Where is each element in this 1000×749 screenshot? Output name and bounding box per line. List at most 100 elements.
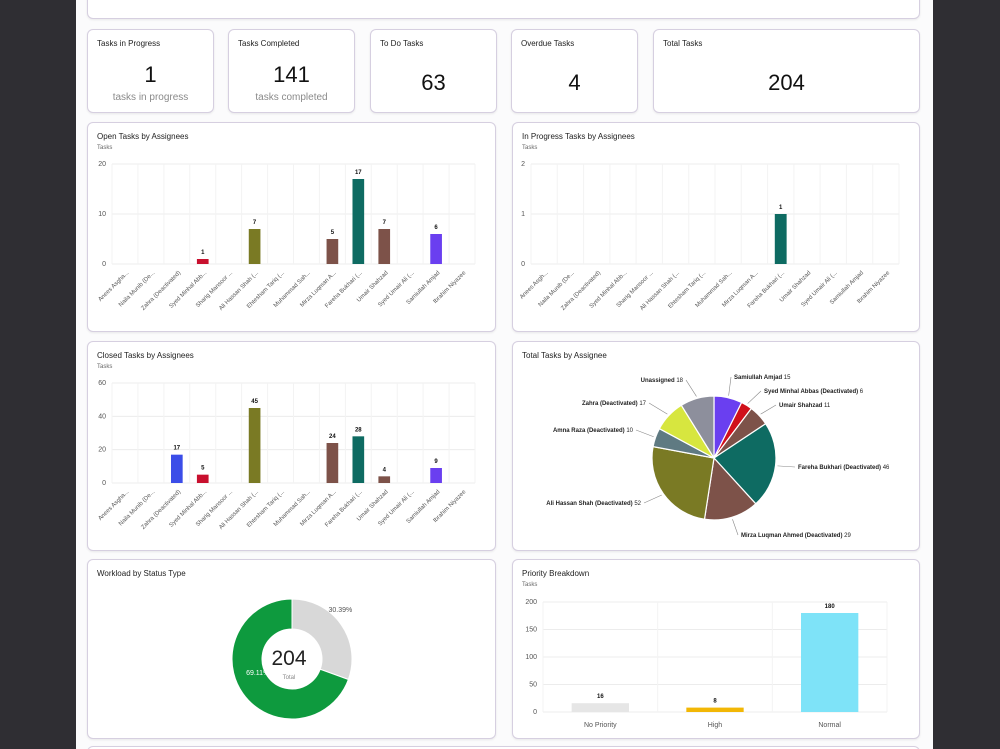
y-tick-label: 0 [102, 480, 106, 487]
bar[interactable] [326, 239, 339, 264]
donut-percent-label: 30.39% [329, 607, 353, 614]
stat-card-completed[interactable]: Tasks Completed 141 tasks completed [228, 29, 355, 113]
stat-card-to-do[interactable]: To Do Tasks 63 [370, 29, 497, 113]
bar-value-label: 45 [251, 399, 258, 405]
y-tick-label: 0 [533, 709, 537, 716]
bar-value-label: 7 [383, 220, 387, 226]
bar-value-label: 6 [434, 225, 438, 231]
y-tick-label: 2 [521, 161, 525, 168]
bar[interactable] [248, 408, 261, 483]
pie-leader-line [643, 494, 662, 504]
bar[interactable] [248, 229, 261, 264]
pie-label: Fareha Bukhari (Deactivated) 46 [798, 465, 890, 471]
bar[interactable] [326, 443, 339, 483]
bar[interactable] [774, 214, 787, 264]
stat-title: Overdue Tasks [521, 39, 575, 48]
pie-leader-line [747, 390, 762, 404]
pie-label-name: Amna Raza (Deactivated) [553, 428, 625, 434]
pie-slice[interactable] [703, 456, 757, 521]
chart-title: Total Tasks by Assignee [522, 351, 607, 360]
bar[interactable] [686, 707, 744, 712]
stat-title: Tasks in Progress [97, 39, 161, 48]
bar-value-label: 1 [201, 250, 205, 256]
y-axis-label: Tasks [97, 364, 113, 370]
bar[interactable] [196, 259, 209, 264]
bar-value-label: 17 [355, 170, 362, 176]
chart-title: Closed Tasks by Assignees [97, 351, 194, 360]
pie-leader-line [732, 519, 739, 536]
bar-value-label: 180 [825, 604, 836, 610]
pie-label: Ali Hassan Shah (Deactivated) 52 [546, 501, 641, 507]
priority-bar-chart: 0 50 100 150 200 16 No Priority 8 High 180 Normal [525, 599, 888, 729]
bar[interactable] [352, 179, 365, 264]
pie-leader-line [648, 402, 668, 415]
priority-card: Priority Breakdown Tasks 0 50 100 150 200 16 N… [512, 559, 920, 739]
bar[interactable] [430, 234, 442, 264]
pie-leader-line [777, 465, 796, 468]
pie-slice[interactable] [713, 422, 777, 505]
donut-segment[interactable] [231, 598, 350, 720]
bar[interactable] [430, 468, 442, 483]
chart-title: Priority Breakdown [522, 569, 590, 578]
pie-label-name: Zahra (Deactivated) [582, 401, 638, 407]
bar[interactable] [571, 703, 629, 712]
y-tick-label: 50 [529, 682, 537, 689]
workload-donut-chart: 30.39% 69.11%204 Total [231, 598, 353, 720]
x-tick-label: No Priority [584, 722, 617, 729]
bar-value-label: 28 [355, 427, 362, 433]
stat-card-overdue[interactable]: Overdue Tasks 4 [511, 29, 638, 113]
closed-tasks-card: Closed Tasks by Assignees Tasks 0 20 40 60 A… [87, 341, 496, 551]
pie-label: Mirza Luqman Ahmed (Deactivated) 29 [741, 533, 851, 539]
stat-subtitle: tasks completed [255, 92, 328, 103]
bar-value-label: 1 [779, 205, 783, 211]
stat-title: To Do Tasks [380, 39, 424, 48]
stat-card-in-progress[interactable]: Tasks in Progress 1 tasks in progress [87, 29, 214, 113]
pie-label-value: 6 [858, 389, 864, 395]
stat-card-total[interactable]: Total Tasks 204 [653, 29, 920, 113]
chart-title: In Progress Tasks by Assignees [522, 132, 635, 141]
stat-subtitle: tasks in progress [112, 92, 189, 103]
bar[interactable] [170, 454, 183, 483]
bar-value-label: 5 [201, 466, 205, 472]
bar-value-label: 17 [173, 446, 180, 452]
y-axis-label: Tasks [522, 145, 538, 151]
pie-label: Zahra (Deactivated) 17 [582, 401, 647, 407]
stat-value: 204 [768, 70, 805, 95]
pie-leader-line [728, 376, 732, 396]
bar[interactable] [378, 476, 391, 483]
donut-center-label: Total [283, 675, 296, 681]
y-tick-label: 0 [521, 261, 525, 268]
bar-value-label: 9 [434, 459, 438, 465]
bar[interactable] [378, 229, 391, 264]
pie-label: Umair Shahzad 11 [779, 403, 831, 409]
bar[interactable] [352, 436, 365, 483]
stat-value: 4 [568, 70, 581, 95]
y-tick-label: 150 [525, 627, 537, 634]
pie-leader-line [760, 404, 777, 415]
pie-label-name: Ali Hassan Shah (Deactivated) [546, 501, 632, 507]
assignee-pie-chart: Samiullah Amjad 15 Syed Minhal Abbas (Dea… [546, 375, 890, 539]
pie-label-name: Umair Shahzad [779, 403, 823, 409]
total-by-assignee-card: Total Tasks by Assignee Samiullah Amjad … [512, 341, 920, 551]
stat-value: 141 [273, 62, 310, 87]
bar[interactable] [196, 474, 209, 483]
pie-label-value: 18 [675, 378, 684, 384]
pie-label-name: Unassigned [641, 378, 675, 384]
pie-slice[interactable] [680, 395, 715, 461]
pie-label-name: Samiullah Amjad [734, 375, 782, 381]
pie-leader-line [685, 379, 697, 397]
pie-label: Syed Minhal Abbas (Deactivated) 6 [764, 389, 864, 395]
pie-label-value: 15 [782, 375, 791, 381]
pie-leader-line [635, 429, 654, 438]
bar-value-label: 24 [329, 434, 336, 440]
pie-label-value: 17 [638, 401, 647, 407]
y-tick-label: 10 [98, 211, 106, 218]
bar-value-label: 8 [713, 699, 717, 705]
pie-slice[interactable] [651, 445, 715, 520]
bar[interactable] [801, 613, 859, 712]
stat-value: 1 [144, 62, 157, 87]
pie-label-name: Syed Minhal Abbas (Deactivated) [764, 389, 858, 395]
donut-segment[interactable] [291, 598, 353, 681]
bar-value-label: 16 [597, 694, 604, 700]
